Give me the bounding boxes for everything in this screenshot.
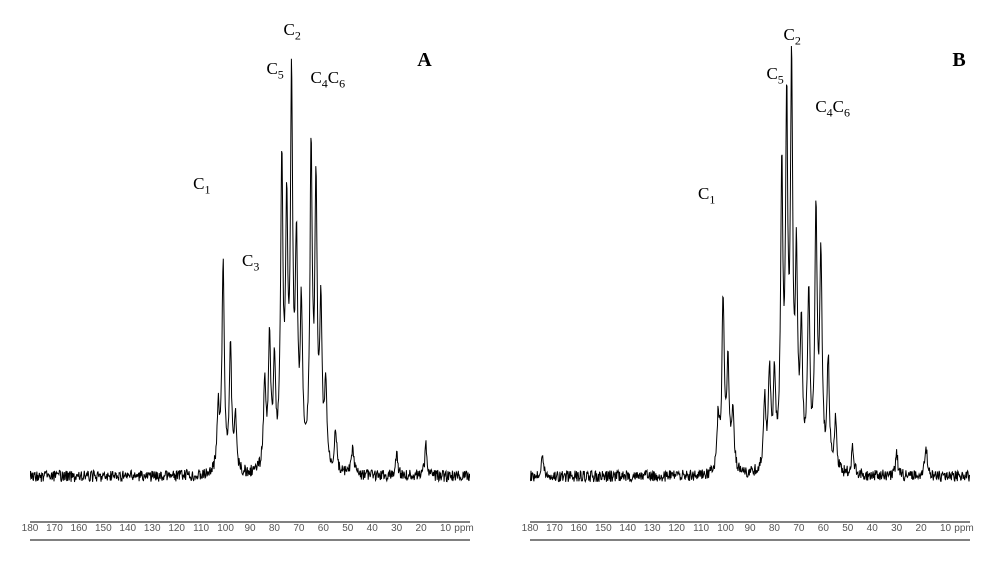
peak-label: C4C6	[310, 68, 345, 91]
axis-tick-label: 180	[22, 523, 39, 534]
spectrum-trace	[530, 46, 970, 482]
axis-tick-label: 70	[293, 523, 304, 534]
axis-line-bottom-b	[530, 539, 970, 541]
axis-tick-label: 50	[342, 523, 353, 534]
axis-tick-label: 40	[367, 523, 378, 534]
axis-tick-label: 110	[193, 523, 209, 534]
axis-tick-label: 90	[244, 523, 255, 534]
axis-b: 1801701601501401301201101009080706050403…	[530, 515, 970, 545]
axis-tick-label: 20	[916, 523, 927, 534]
peak-label: C1	[193, 174, 210, 197]
peak-label: C1	[698, 184, 715, 207]
axis-line-bottom-a	[30, 539, 470, 541]
axis-tick-label: 150	[595, 523, 612, 534]
panel-a: A C1 C3 C5C2 C4C6 180 170 160 150 140 130 120 110 1…	[5, 0, 495, 579]
nmr-figure: A C1C3C5C2C4C6 1801701601501401301201101…	[0, 0, 1000, 579]
axis-tick-label: 130	[144, 523, 161, 534]
spectrum-svg-b	[530, 30, 970, 510]
panel-label-a: A	[417, 49, 431, 72]
axis-tick-label: 160	[571, 523, 588, 534]
axis-a: 1801701601501401301201101009080706050403…	[30, 515, 470, 545]
panel-b: B C1 C5C2 C4C6 180 170 160 150 140 130 120 110 100…	[505, 0, 995, 579]
peak-label: C3	[242, 251, 259, 274]
axis-tick-label: 70	[793, 523, 804, 534]
axis-tick-label: 30	[391, 523, 402, 534]
axis-tick-label: 50	[842, 523, 853, 534]
axis-tick-label: 80	[269, 523, 280, 534]
panel-label-b: B	[952, 49, 965, 72]
axis-tick-label: 180	[522, 523, 539, 534]
axis-tick-label: 80	[769, 523, 780, 534]
axis-tick-label: 110	[693, 523, 709, 534]
axis-tick-label: 100	[717, 523, 734, 534]
axis-tick-label: 160	[71, 523, 88, 534]
axis-tick-label: 90	[744, 523, 755, 534]
axis-tick-label: 10	[940, 523, 951, 534]
axis-tick-label: 120	[668, 523, 685, 534]
peak-label: C4C6	[815, 97, 850, 120]
peak-label: C5	[266, 59, 283, 82]
axis-tick-label: 140	[619, 523, 636, 534]
axis-tick-label: 60	[818, 523, 829, 534]
plot-area-a: A C1C3C5C2C4C6	[30, 30, 470, 510]
peak-label: C2	[284, 20, 301, 43]
axis-tick-label: 10	[440, 523, 451, 534]
axis-tick-label: 130	[644, 523, 661, 534]
axis-unit-label: ppm	[454, 523, 473, 534]
axis-tick-label: 20	[416, 523, 427, 534]
plot-area-b: B C1C5C2C4C6	[530, 30, 970, 510]
axis-tick-label: 170	[46, 523, 63, 534]
axis-tick-label: 120	[168, 523, 185, 534]
peak-label: C2	[784, 25, 801, 48]
axis-tick-label: 60	[318, 523, 329, 534]
axis-tick-label: 150	[95, 523, 112, 534]
axis-tick-label: 100	[217, 523, 234, 534]
axis-tick-label: 40	[867, 523, 878, 534]
peak-label: C5	[766, 64, 783, 87]
axis-tick-label: 30	[891, 523, 902, 534]
axis-tick-label: 170	[546, 523, 563, 534]
axis-tick-label: 140	[119, 523, 136, 534]
axis-unit-label: ppm	[954, 523, 973, 534]
